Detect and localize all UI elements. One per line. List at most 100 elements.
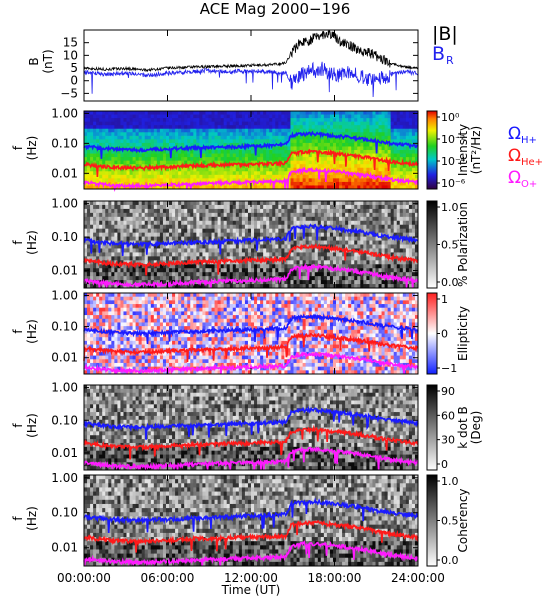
spectrogram-cell <box>308 171 313 176</box>
spectrogram-cell <box>357 150 361 154</box>
spectrogram-cell <box>326 252 331 257</box>
spectrogram-cell <box>381 146 385 151</box>
spectrogram-cell <box>247 139 252 144</box>
spectrogram-cell <box>369 256 373 261</box>
spectrogram-cell <box>90 204 94 210</box>
spectrogram-cell <box>229 142 234 147</box>
spectrogram-cell <box>284 164 288 169</box>
spectrogram-cell <box>247 118 252 123</box>
spectrogram-cell <box>217 146 222 151</box>
spectrogram-cell <box>378 142 382 147</box>
spectrogram-cell <box>153 121 158 126</box>
spectrogram-cell <box>387 118 392 123</box>
spectrogram-cell <box>348 244 352 249</box>
spectrogram-cell <box>120 268 124 273</box>
spectrogram-cell <box>102 111 106 115</box>
spectrogram-cell <box>254 220 258 226</box>
spectrogram-cell <box>238 244 243 249</box>
spectrogram-cell <box>117 118 121 123</box>
spectrogram-cell <box>399 132 404 137</box>
spectrogram-cell <box>308 236 313 241</box>
spectrogram-cell <box>381 204 385 210</box>
spectrogram-cell <box>202 118 206 123</box>
spectrogram-cell <box>372 224 376 230</box>
spectrogram-cell <box>99 125 103 130</box>
spectrogram-cell <box>254 284 258 289</box>
spectrogram-cell <box>290 111 294 115</box>
spectrogram-cell <box>266 150 270 154</box>
spectrogram-cell <box>302 135 307 140</box>
spectrogram-cell <box>232 272 237 277</box>
spectrogram-cell <box>117 212 121 218</box>
spectrogram-cell <box>293 280 297 285</box>
spectrogram-cell <box>193 212 197 218</box>
spectrogram-cell <box>263 118 267 123</box>
spectrogram-cell <box>293 146 297 151</box>
spectrogram-cell <box>257 121 261 126</box>
spectrogram-cell <box>111 153 115 158</box>
spectrogram-cell <box>181 244 185 249</box>
spectrogram-cell <box>120 201 124 206</box>
spectrogram-cell <box>229 252 234 257</box>
spectrogram-cell <box>387 228 392 234</box>
spectrogram-cell <box>211 212 215 218</box>
spectrogram-cell <box>187 142 191 147</box>
spectrogram-cell <box>120 216 124 222</box>
spectrogram-cell <box>342 125 346 130</box>
spectrogram-cell <box>311 178 316 183</box>
spectrogram-cell <box>281 146 285 151</box>
spectrogram-cell <box>120 121 124 126</box>
spectrogram-cell <box>150 284 155 289</box>
spectrogram-cell <box>408 167 413 172</box>
spectrogram-cell <box>384 236 389 241</box>
spectrogram-cell <box>278 204 282 210</box>
spectrogram-cell <box>93 146 97 151</box>
spectrogram-cell <box>399 146 404 151</box>
spectrogram-cell <box>123 178 127 183</box>
spectrogram-cell <box>357 272 361 277</box>
spectrogram-cell <box>241 244 246 249</box>
spectrogram-cell <box>196 228 200 234</box>
spectrogram-cell <box>114 252 118 257</box>
spectrogram-cell <box>229 139 234 144</box>
spectrogram-cell <box>387 114 392 119</box>
spectrogram-cell <box>393 139 398 144</box>
spectrogram-cell <box>323 284 328 289</box>
spectrogram-cell <box>360 114 364 119</box>
spectrogram-cell <box>175 125 179 130</box>
spectrogram-cell <box>269 204 273 210</box>
spectrogram-cell <box>332 125 337 130</box>
spectrogram-cell <box>293 268 297 273</box>
spectrogram-cell <box>384 260 389 265</box>
spectrogram-cell <box>284 128 288 133</box>
spectrogram-cell <box>381 171 385 176</box>
spectrogram-cell <box>114 248 118 253</box>
spectrogram-cell <box>369 260 373 265</box>
spectrogram-cell <box>105 232 109 237</box>
spectrogram-cell <box>360 111 364 115</box>
spectrogram-cell <box>351 185 355 190</box>
spectrogram-cell <box>135 146 140 151</box>
spectrogram-cell <box>320 284 325 289</box>
y-tick-label: 0.10 <box>51 136 78 150</box>
spectrogram-cell <box>390 224 395 230</box>
spectrogram-cell <box>414 284 419 289</box>
spectrogram-cell <box>102 128 106 133</box>
spectrogram-cell <box>390 216 395 222</box>
spectrogram-cell <box>141 153 146 158</box>
spectrogram-cell <box>199 111 203 115</box>
spectrogram-cell <box>351 160 355 165</box>
spectrogram-cell <box>281 216 285 222</box>
spectrogram-cell <box>244 185 249 190</box>
spectrogram-cell <box>141 212 146 218</box>
spectrogram-cell <box>336 236 340 241</box>
spectrogram-cell <box>187 178 191 183</box>
spectrogram-cell <box>408 220 413 226</box>
spectrogram-cell <box>366 216 370 222</box>
spectrogram-cell <box>384 142 389 147</box>
spectrogram-cell <box>150 114 155 119</box>
spectrogram-cell <box>84 244 88 249</box>
spectrogram-cell <box>260 201 264 206</box>
spectrogram-cell <box>181 272 185 277</box>
spectrogram-cell <box>411 264 416 269</box>
